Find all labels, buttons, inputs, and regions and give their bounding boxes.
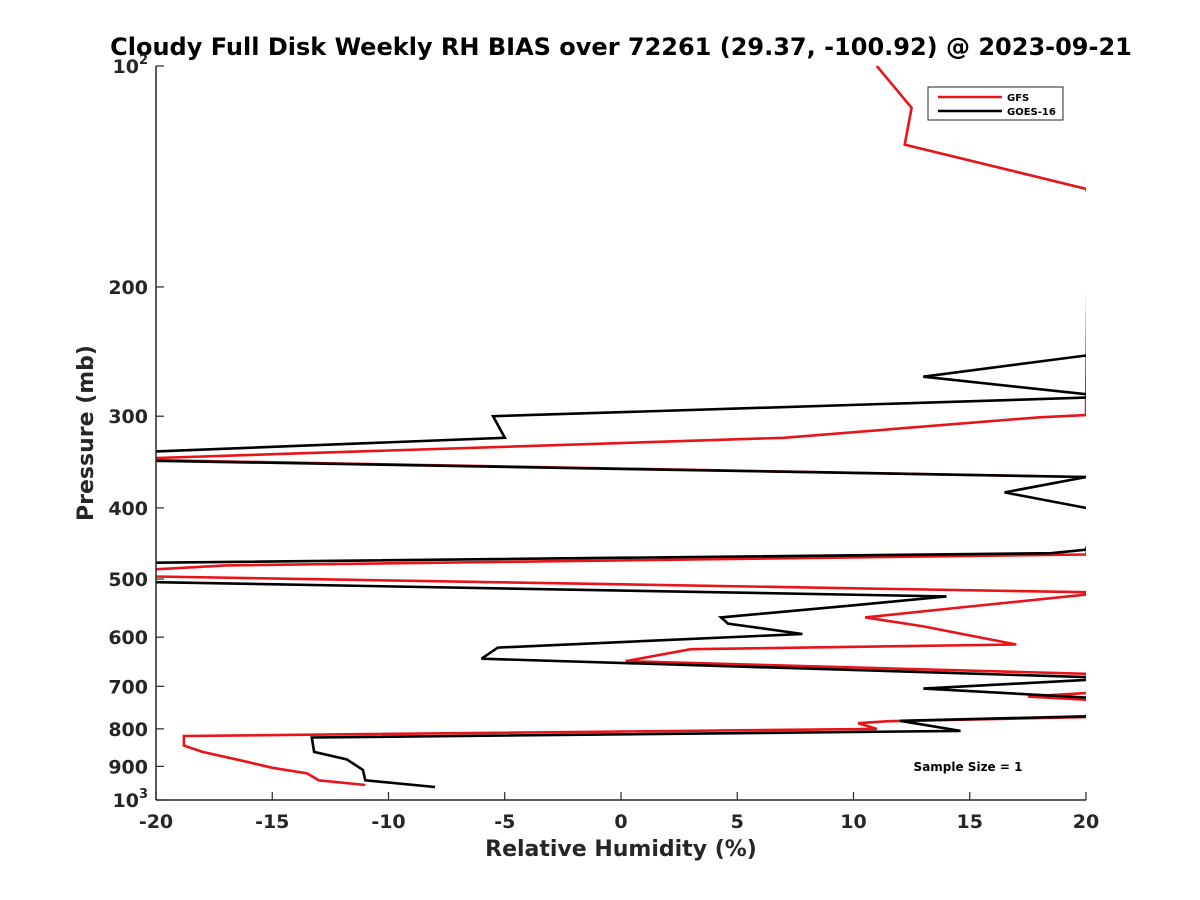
legend-label-gfs: GFS: [1007, 93, 1029, 104]
series-layer: [156, 66, 1086, 789]
y-tick-label-exp: 103: [113, 787, 149, 812]
x-tick-label: -10: [371, 811, 405, 833]
series-line-gfs: [156, 66, 1086, 787]
plot-area: [156, 66, 1086, 789]
series-line-goes16: [156, 350, 1086, 789]
x-tick-label: 0: [614, 811, 627, 833]
x-axis-label: Relative Humidity (%): [485, 837, 757, 862]
y-tick-label: 700: [108, 676, 148, 698]
y-tick-label: 600: [108, 627, 148, 649]
x-tick-label: 15: [957, 811, 983, 833]
y-tick-label: 400: [108, 498, 148, 520]
y-tick-label: 500: [108, 569, 148, 591]
x-ticks: -20 -15 -10 -5 0 5 10 15 20: [139, 792, 1099, 833]
sample-size-annotation: Sample Size = 1: [914, 760, 1023, 774]
x-tick-label: 20: [1073, 811, 1099, 833]
y-tick-label: 900: [108, 756, 148, 778]
x-tick-label: -20: [139, 811, 173, 833]
x-tick-label: -15: [255, 811, 289, 833]
legend-box: [927, 86, 1064, 121]
y-axis-label: Pressure (mb): [74, 345, 99, 521]
y-tick-label: 300: [108, 406, 148, 428]
x-tick-label: -5: [494, 811, 515, 833]
x-tick-label: 5: [731, 811, 744, 833]
x-tick-label: 10: [840, 811, 866, 833]
y-tick-label: 800: [108, 719, 148, 741]
y-ticks: 200 300 400 500 600 700 800 900 102 103: [108, 53, 164, 812]
legend-label-goes16: GOES-16: [1007, 107, 1056, 118]
chart-title: Cloudy Full Disk Weekly RH BIAS over 722…: [110, 33, 1132, 61]
y-tick-label-exp: 102: [113, 53, 149, 78]
y-tick-label: 200: [108, 277, 148, 299]
legend: GFS GOES-16: [927, 86, 1064, 121]
